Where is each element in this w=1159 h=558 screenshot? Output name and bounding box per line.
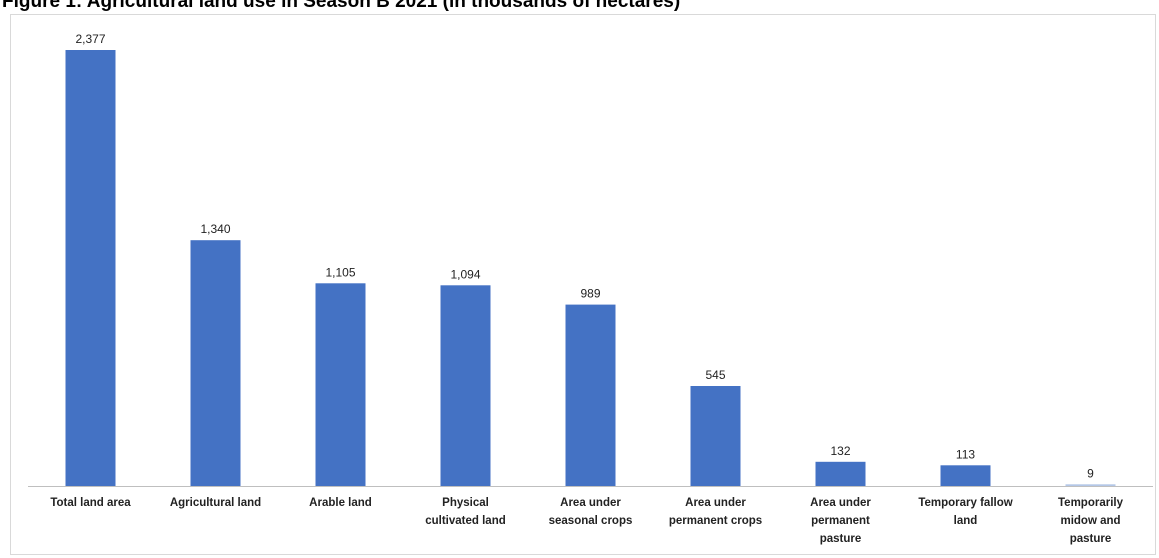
category-label-line: cultivated land xyxy=(425,515,506,527)
bar-4 xyxy=(440,285,491,486)
category-label-1: Total land area xyxy=(50,497,131,509)
category-label-line: Agricultural land xyxy=(170,497,261,509)
value-label-7: 132 xyxy=(830,444,850,458)
value-label-4: 1,094 xyxy=(450,267,480,281)
category-label-line: permanent xyxy=(811,515,870,527)
category-label-line: Area under xyxy=(685,497,746,509)
category-label-9: Temporarily midow and pasture xyxy=(1058,497,1124,545)
category-label-line: Area under xyxy=(810,497,871,509)
category-label-line: land xyxy=(954,515,978,527)
value-label-9: 9 xyxy=(1087,466,1094,480)
category-label-line: pasture xyxy=(1070,533,1112,545)
category-label-8: Temporary fallow land xyxy=(918,497,1012,527)
bar-9 xyxy=(1065,484,1116,486)
category-label-line: Arable land xyxy=(309,497,372,509)
bars-group xyxy=(65,50,1116,486)
value-label-6: 545 xyxy=(705,368,725,382)
category-label-line: seasonal crops xyxy=(549,515,633,527)
bar-8 xyxy=(940,465,991,486)
bar-2 xyxy=(190,240,241,486)
value-label-1: 2,377 xyxy=(75,32,105,46)
category-label-line: Physical xyxy=(442,497,489,509)
value-label-5: 989 xyxy=(580,287,600,301)
category-label-7: Area under permanent pasture xyxy=(810,497,871,545)
category-label-line: Area under xyxy=(560,497,621,509)
value-label-2: 1,340 xyxy=(200,222,230,236)
category-label-line: Temporary fallow xyxy=(918,497,1012,509)
category-label-line: midow and xyxy=(1060,515,1120,527)
category-label-4: Physical cultivated land xyxy=(425,497,506,527)
bar-3 xyxy=(315,283,366,486)
bar-5 xyxy=(565,304,616,486)
category-label-5: Area under seasonal crops xyxy=(549,497,633,527)
chart-title: Figure 1: Agricultural land use in Seaso… xyxy=(2,0,681,12)
bar-1 xyxy=(65,50,116,486)
category-label-line: permanent crops xyxy=(669,515,762,527)
category-label-3: Arable land xyxy=(309,497,372,509)
value-labels-group: 2,377 1,340 1,105 1,094 989 545 132 113 9 xyxy=(75,32,1094,480)
value-label-8: 113 xyxy=(956,447,975,461)
category-label-line: Temporarily xyxy=(1058,497,1124,509)
category-label-2: Agricultural land xyxy=(170,497,261,509)
category-label-line: Total land area xyxy=(50,497,131,509)
value-label-3: 1,105 xyxy=(325,265,355,279)
bar-6 xyxy=(690,386,741,486)
chart-frame xyxy=(10,14,1156,555)
category-label-6: Area under permanent crops xyxy=(669,497,762,527)
bar-7 xyxy=(815,461,866,486)
category-labels-group: Total land area Agricultural land Arable l… xyxy=(50,497,1123,545)
category-label-line: pasture xyxy=(820,533,862,545)
